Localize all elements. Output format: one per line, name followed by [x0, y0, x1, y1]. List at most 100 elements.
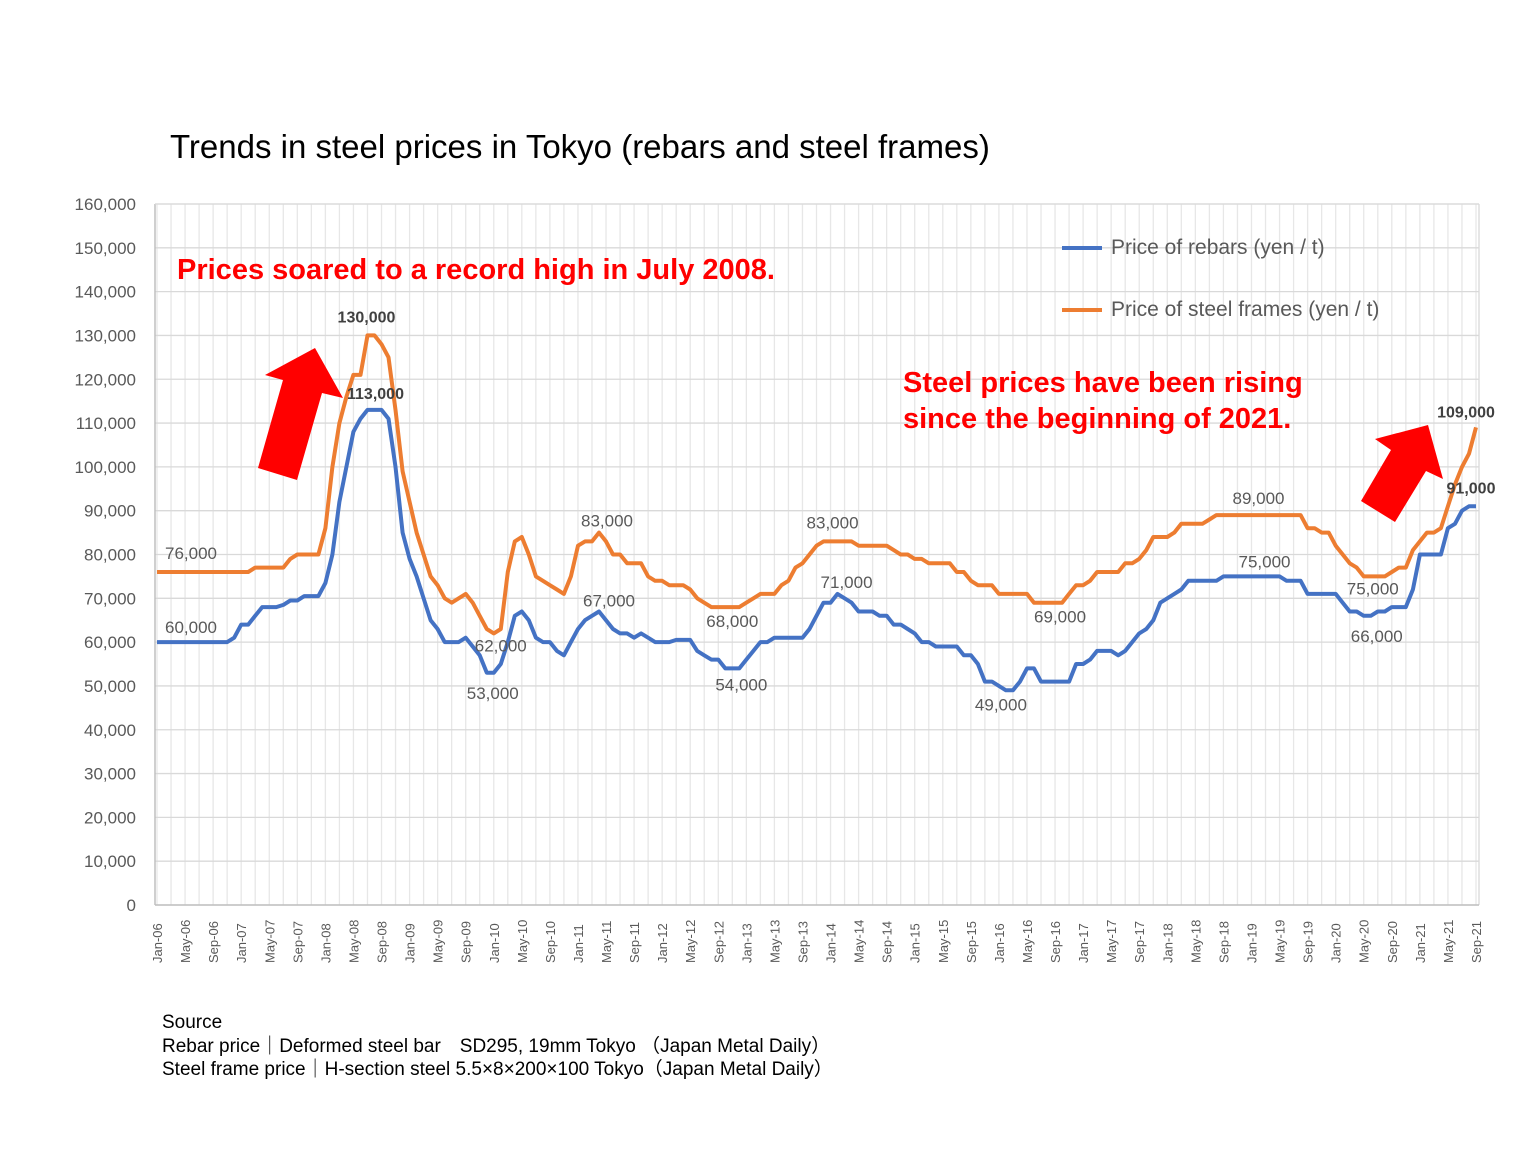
x-tick-label: Sep-16	[1048, 921, 1063, 963]
x-tick-label: Sep-08	[375, 921, 390, 963]
annotation-rising-line2: since the beginning of 2021.	[903, 403, 1292, 435]
x-tick-label: Sep-15	[964, 921, 979, 963]
y-tick-label: 50,000	[84, 677, 136, 696]
x-tick-label: Jan-10	[487, 923, 502, 963]
data-label: 75,000	[1239, 552, 1291, 571]
data-label: 113,000	[347, 386, 404, 403]
x-tick-label: May-11	[599, 921, 614, 963]
x-tick-label: Jan-20	[1329, 923, 1344, 963]
data-label: 71,000	[821, 573, 873, 592]
y-tick-label: 80,000	[84, 546, 136, 565]
data-label: 62,000	[475, 636, 527, 655]
x-tick-label: May-12	[683, 920, 698, 963]
x-tick-label: Jan-14	[824, 923, 839, 963]
x-tick-label: Sep-21	[1469, 921, 1484, 963]
y-tick-label: 120,000	[75, 370, 136, 389]
source-note: Source Rebar price｜Deformed steel bar SD2…	[162, 1011, 833, 1082]
x-tick-label: Jan-13	[739, 923, 754, 963]
legend-label-steel-frames: Price of steel frames (yen / t)	[1111, 298, 1380, 321]
rebar-price-line	[157, 407, 1476, 693]
x-tick-label: May-18	[1188, 920, 1203, 963]
x-axis-ticks: Jan-06 May-06 Sep-06 Jan-07 May-07 Sep-07 Jan-…	[150, 920, 1484, 963]
x-tick-label: Sep-10	[543, 921, 558, 963]
x-tick-label: Jan-18	[1160, 923, 1175, 963]
data-label: 130,000	[338, 309, 396, 326]
legend-rebars: Price of rebars (yen / t)	[1062, 236, 1325, 260]
x-tick-label: Sep-07	[290, 921, 305, 963]
x-tick-label: May-21	[1441, 920, 1456, 963]
x-tick-label: Jan-07	[234, 923, 249, 963]
data-label: 109,000	[1437, 404, 1495, 421]
y-tick-label: 20,000	[84, 808, 136, 827]
x-tick-label: Sep-09	[459, 921, 474, 963]
legend-swatch-steel-frames	[1062, 308, 1102, 312]
data-label: 69,000	[1034, 608, 1086, 627]
x-tick-label: Sep-14	[880, 921, 895, 963]
gridlines	[154, 203, 1480, 906]
data-labels: 76,000 60,000 130,000 113,000 62,000 53,000 83…	[165, 309, 1496, 714]
data-label: 53,000	[467, 684, 519, 703]
x-tick-label: May-17	[1104, 920, 1119, 963]
y-tick-label: 90,000	[84, 502, 136, 521]
x-tick-label: Sep-12	[711, 921, 726, 963]
legend-swatch-rebars	[1062, 246, 1102, 250]
chart-title: Trends in steel prices in Tokyo (rebars …	[170, 128, 990, 165]
y-tick-label: 130,000	[75, 326, 136, 345]
x-tick-label: May-19	[1273, 920, 1288, 963]
x-tick-label: Jan-08	[318, 923, 333, 963]
data-label: 68,000	[706, 612, 758, 631]
x-tick-label: May-16	[1020, 920, 1035, 963]
y-tick-label: 30,000	[84, 765, 136, 784]
x-tick-label: May-07	[262, 920, 277, 963]
y-tick-label: 0	[127, 896, 136, 915]
x-tick-label: Jan-11	[571, 924, 586, 963]
x-tick-label: May-15	[936, 920, 951, 963]
legend-label-rebars: Price of rebars (yen / t)	[1111, 236, 1325, 259]
data-label: 67,000	[583, 591, 635, 610]
source-frame: Steel frame price｜H-section steel 5.5×8×…	[162, 1059, 833, 1080]
data-label: 89,000	[1233, 489, 1285, 508]
data-label: 83,000	[581, 512, 633, 531]
x-tick-label: Jan-16	[992, 923, 1007, 963]
legend-steel-frames: Price of steel frames (yen / t)	[1062, 298, 1379, 322]
x-tick-label: Jan-21	[1413, 923, 1428, 963]
y-tick-label: 110,000	[76, 414, 136, 433]
x-tick-label: Sep-13	[795, 921, 810, 963]
y-tick-label: 60,000	[84, 633, 136, 652]
arrow-up-right-icon	[1361, 425, 1443, 522]
y-tick-label: 150,000	[75, 239, 136, 258]
annotation-rising-line1: Steel prices have been rising	[903, 367, 1303, 399]
x-tick-label: Jan-06	[150, 923, 165, 963]
x-tick-label: Jan-17	[1076, 923, 1091, 963]
x-tick-label: Sep-11	[627, 922, 642, 963]
x-tick-label: May-08	[346, 920, 361, 963]
x-tick-label: May-20	[1357, 920, 1372, 963]
x-tick-label: May-09	[431, 920, 446, 963]
x-tick-label: Sep-20	[1385, 921, 1400, 963]
y-tick-label: 160,000	[75, 195, 136, 214]
x-tick-label: Sep-06	[206, 921, 221, 963]
x-tick-label: Jan-12	[655, 923, 670, 963]
arrow-up-icon	[258, 348, 343, 480]
y-tick-label: 10,000	[84, 852, 136, 871]
annotation-record-high: Prices soared to a record high in July 2…	[177, 254, 775, 286]
x-tick-label: May-13	[767, 920, 782, 963]
x-tick-label: May-14	[852, 920, 867, 963]
x-tick-label: Jan-09	[403, 923, 418, 963]
x-tick-label: Sep-17	[1132, 921, 1147, 963]
data-label: 54,000	[715, 675, 767, 694]
x-tick-label: May-06	[178, 920, 193, 963]
x-tick-label: Jan-19	[1244, 923, 1259, 963]
y-tick-label: 100,000	[75, 458, 136, 477]
x-tick-label: Jan-15	[908, 923, 923, 963]
data-label: 91,000	[1447, 480, 1496, 497]
y-tick-label: 70,000	[84, 589, 136, 608]
source-heading: Source	[162, 1012, 223, 1033]
x-tick-label: May-10	[515, 920, 530, 963]
x-tick-label: Sep-18	[1216, 921, 1231, 963]
x-tick-label: Sep-19	[1301, 921, 1316, 963]
y-tick-label: 40,000	[84, 721, 136, 740]
steel-frame-price-line	[157, 333, 1478, 636]
data-label: 66,000	[1351, 627, 1403, 646]
